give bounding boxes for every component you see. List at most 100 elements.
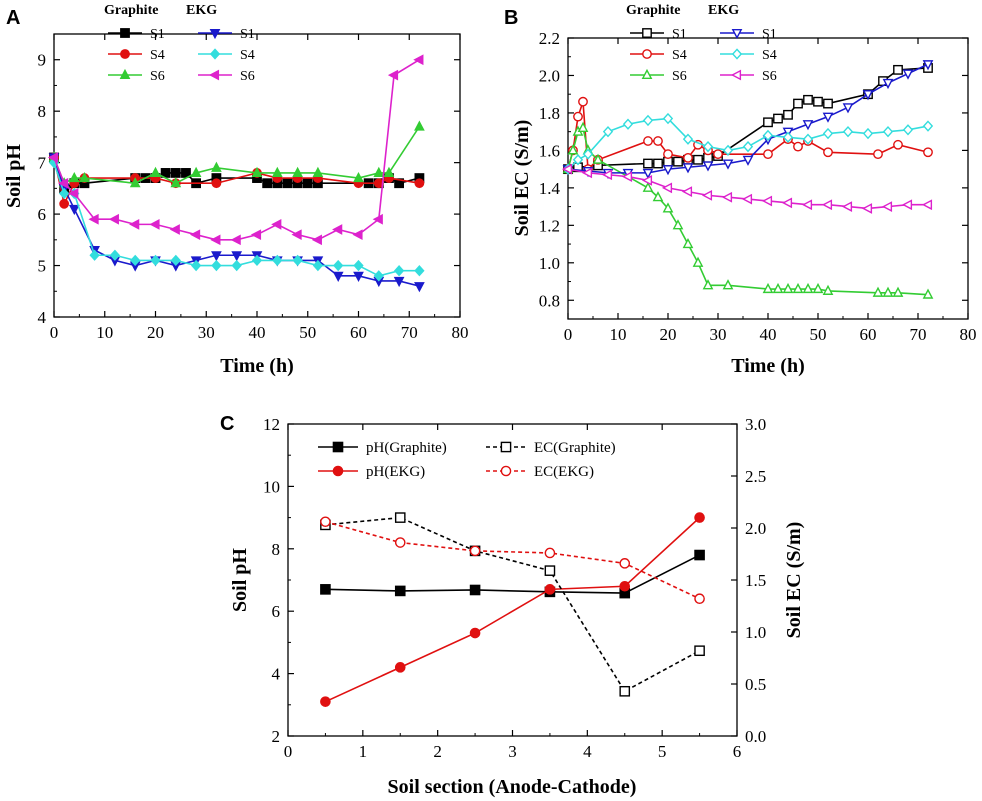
series-c (320, 512, 705, 707)
data-point (694, 549, 705, 561)
x-tick-label: 20 (147, 323, 164, 342)
legend-marker (642, 28, 652, 38)
legend-label: S4 (240, 48, 255, 63)
data-point (582, 148, 594, 160)
data-point (414, 265, 425, 277)
data-point (353, 259, 364, 272)
data-point (47, 152, 59, 163)
series-line (53, 157, 420, 287)
data-point (902, 69, 914, 80)
y-tick-label: 4 (38, 308, 47, 327)
series-ph-graphite- (320, 549, 705, 599)
data-point (619, 685, 631, 697)
legend-label: S6 (762, 69, 777, 84)
data-point (681, 186, 693, 197)
data-point (181, 168, 191, 178)
x-tick-label: 60 (350, 323, 367, 342)
y-tick-label: 4 (272, 665, 281, 684)
series-line (325, 516, 700, 693)
data-point (373, 166, 385, 177)
data-point (773, 113, 783, 124)
data-point (882, 126, 894, 138)
legend-marker (120, 49, 130, 59)
data-point (692, 256, 704, 267)
legend-label: pH(Graphite) (366, 440, 447, 456)
data-point (682, 237, 694, 249)
data-point (231, 251, 243, 262)
data-point (763, 149, 773, 160)
data-point (722, 159, 734, 170)
data-point (601, 169, 613, 181)
data-point (394, 662, 406, 673)
y-tick-label: 1.0 (539, 254, 560, 273)
x-tick-label: 20 (660, 325, 677, 344)
data-point (79, 171, 90, 183)
series-line (325, 517, 701, 703)
series-line (53, 126, 421, 185)
series-a (47, 54, 425, 293)
legend-marker (641, 68, 653, 80)
x-tick-label: 80 (452, 323, 469, 342)
x-tick-label: 40 (249, 323, 266, 342)
x-tick-label: 3 (508, 742, 517, 761)
data-point (762, 129, 774, 142)
data-point (761, 195, 773, 207)
data-point (873, 149, 883, 160)
series-b (561, 60, 934, 299)
data-point (544, 584, 556, 595)
legend-c: pH(Graphite) pH(EKG) EC(Graphite) EC(EKG) (318, 440, 616, 480)
series-line (53, 157, 420, 207)
y-tick-label: 6 (38, 205, 47, 224)
data-point (129, 219, 140, 230)
data-point (352, 229, 363, 241)
legend-marker (332, 465, 344, 477)
data-point (469, 627, 481, 639)
x-tick-label: 80 (960, 325, 977, 344)
data-point (68, 188, 79, 199)
legend-label: S1 (150, 27, 165, 42)
data-point (822, 112, 834, 123)
series-s4 (562, 112, 934, 175)
y-axis-label-c: Soil pH (229, 548, 251, 612)
data-point (149, 219, 160, 230)
data-point (578, 96, 588, 107)
data-point (592, 153, 604, 164)
data-point (544, 565, 556, 576)
x-tick-label: 10 (96, 323, 113, 342)
data-point (394, 512, 406, 523)
y-tick-label: 8 (38, 102, 47, 121)
data-point (702, 279, 714, 290)
data-point (320, 584, 331, 595)
legend-label: EC(Graphite) (534, 440, 616, 456)
data-point (373, 270, 384, 282)
data-point (822, 127, 834, 140)
data-point (701, 190, 713, 201)
data-point (722, 279, 734, 290)
x-tick-label: 1 (359, 742, 368, 761)
data-point (882, 286, 894, 297)
legend-marker (642, 49, 652, 59)
y-tick-label: 1.6 (539, 141, 560, 160)
data-point (662, 112, 674, 125)
data-point (643, 136, 653, 146)
data-point (722, 144, 734, 157)
series-ec-graphite- (320, 512, 705, 697)
legend-label: S6 (240, 69, 255, 84)
data-point (320, 516, 331, 528)
data-point (782, 131, 794, 143)
data-point (893, 64, 903, 75)
x-tick-label: 4 (583, 742, 592, 761)
data-point (793, 98, 803, 109)
legend-entry: S6 (720, 69, 777, 84)
data-point (803, 94, 813, 105)
legend-marker (500, 465, 512, 477)
legend-label: S6 (150, 69, 165, 84)
data-point (922, 120, 934, 132)
data-point (782, 282, 794, 294)
legend-b: Graphite EKG S1 S4 S6 S1 S4 S6 (626, 3, 777, 84)
data-point (211, 161, 222, 172)
data-point (332, 224, 343, 235)
data-point (387, 69, 399, 81)
x-axis-label-a: Time (h) (220, 355, 294, 377)
